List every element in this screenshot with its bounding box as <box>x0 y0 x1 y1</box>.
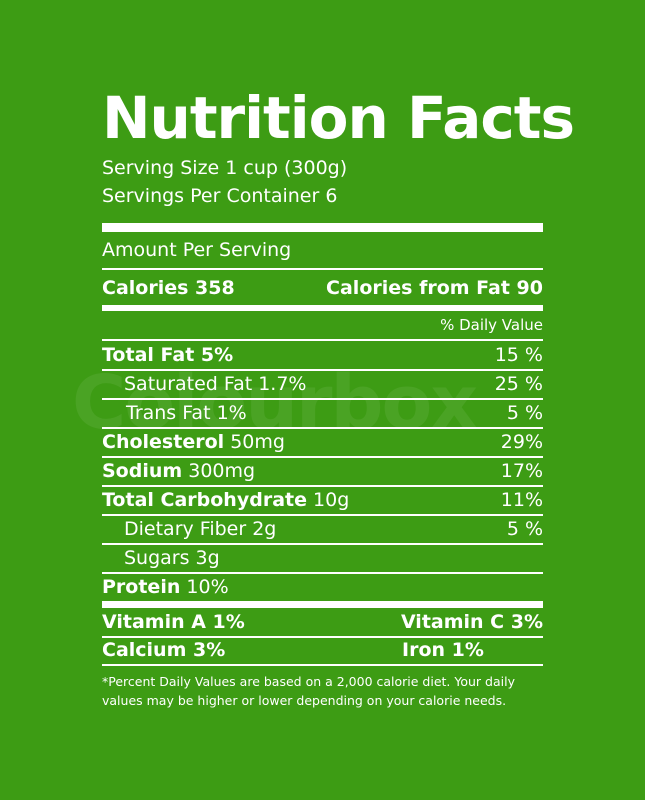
thick-rule <box>102 223 543 232</box>
nutrient-row-trans-fat: Trans Fat 1% 5 % <box>102 399 543 427</box>
nutrient-amount: 300mg <box>188 460 256 482</box>
nutrient-daily-value: 17% <box>500 460 543 482</box>
calories-from-fat: Calories from Fat 90 <box>326 277 543 299</box>
nutrient-daily-value: 15 % <box>494 344 543 366</box>
nutrient-row-dietary-fiber: Dietary Fiber 2g 5 % <box>102 515 543 543</box>
divider <box>102 514 543 516</box>
nutrient-name: Trans Fat 1% <box>126 402 247 424</box>
nutrition-label: Nutrition Facts Serving Size 1 cup (300g… <box>102 0 575 800</box>
nutrient-name-group: Total Carbohydrate 10g <box>102 486 349 514</box>
nutrient-name: Protein <box>102 576 181 598</box>
divider <box>102 456 543 458</box>
medium-rule <box>102 305 543 311</box>
servings-per-container: Servings Per Container 6 <box>102 185 338 207</box>
nutrient-row-cholesterol: Cholesterol 50mg 29% <box>102 428 543 456</box>
divider <box>102 572 543 574</box>
nutrient-row-sodium: Sodium 300mg 17% <box>102 457 543 485</box>
divider <box>102 369 543 371</box>
amount-per-serving-label: Amount Per Serving <box>102 239 292 261</box>
divider <box>102 485 543 487</box>
nutrient-row-total-fat: Total Fat 5% 15 % <box>102 341 543 369</box>
nutrient-row-total-carbohydrate: Total Carbohydrate 10g 11% <box>102 486 543 514</box>
label-title: Nutrition Facts <box>102 84 575 152</box>
nutrient-name: Sodium <box>102 460 183 482</box>
nutrient-row-saturated-fat: Saturated Fat 1.7% 25 % <box>102 370 543 398</box>
iron: Iron 1% <box>402 639 484 661</box>
nutrient-name-group: Protein 10% <box>102 573 229 601</box>
nutrient-name: Total Fat 5% <box>102 344 234 366</box>
nutrient-row-protein: Protein 10% <box>102 573 543 601</box>
footnote: *Percent Daily Values are based on a 2,0… <box>102 674 515 708</box>
nutrient-daily-value: 5 % <box>506 518 543 540</box>
nutrient-name-group: Sodium 300mg <box>102 457 255 485</box>
nutrient-amount: 10% <box>186 576 229 598</box>
nutrient-name: Total Carbohydrate <box>102 489 307 511</box>
divider <box>102 543 543 545</box>
calcium: Calcium 3% <box>102 639 226 661</box>
nutrient-amount: 50mg <box>230 431 285 453</box>
nutrient-amount: 10g <box>313 489 350 511</box>
nutrient-daily-value: 11% <box>500 489 543 511</box>
nutrient-daily-value: 29% <box>500 431 543 453</box>
thick-rule <box>102 601 543 608</box>
nutrient-name: Cholesterol <box>102 431 225 453</box>
nutrient-daily-value: 25 % <box>494 373 543 395</box>
nutrient-row-sugars: Sugars 3g <box>102 544 543 572</box>
nutrient-name-group: Cholesterol 50mg <box>102 428 285 456</box>
divider <box>102 268 543 270</box>
nutrient-name: Saturated Fat 1.7% <box>124 373 307 395</box>
calories-value: Calories 358 <box>102 277 235 299</box>
divider <box>102 427 543 429</box>
serving-size: Serving Size 1 cup (300g) <box>102 157 348 179</box>
nutrient-name: Sugars 3g <box>124 547 220 569</box>
divider <box>102 664 543 666</box>
amount-per-serving: Amount Per Serving <box>102 236 543 264</box>
calories-row: Calories 358 Calories from Fat 90 <box>102 274 543 302</box>
divider <box>102 398 543 400</box>
vitamin-c: Vitamin C 3% <box>400 611 543 633</box>
daily-value-header: % Daily Value <box>440 316 543 334</box>
nutrient-name: Dietary Fiber 2g <box>124 518 277 540</box>
mineral-row: Calcium 3% Iron 1% <box>102 636 543 664</box>
vitamin-row: Vitamin A 1% Vitamin C 3% <box>102 608 543 636</box>
watermark: Colourbox <box>72 360 478 446</box>
nutrient-daily-value: 5 % <box>506 402 543 424</box>
vitamin-a: Vitamin A 1% <box>102 611 245 633</box>
divider <box>102 339 543 341</box>
divider <box>102 636 543 638</box>
